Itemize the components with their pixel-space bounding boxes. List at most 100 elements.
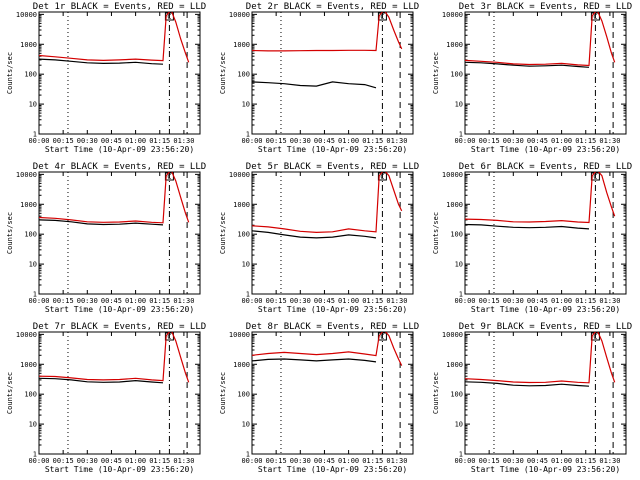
series-line-lld <box>252 12 403 52</box>
panel-title: Det 1r BLACK = Events, RED = LLD <box>33 2 206 12</box>
x-tick-label: 01:00 <box>551 297 572 305</box>
y-tick-label: 10000 <box>229 171 250 179</box>
x-tick-label: 00:00 <box>454 457 475 465</box>
y-tick-label: 1 <box>33 291 37 299</box>
y-axis-label: Counts/sec <box>219 372 227 414</box>
x-tick-label: 00:30 <box>290 297 311 305</box>
series-line-lld <box>465 172 616 224</box>
x-tick-label: 00:00 <box>454 297 475 305</box>
y-tick-label: 1000 <box>233 41 250 49</box>
plot-frame <box>251 11 414 135</box>
x-tick-label: 01:30 <box>599 137 620 145</box>
event-marker-box <box>377 12 387 21</box>
panel-det-4: Det 4r BLACK = Events, RED = LLD 00:00 00:… <box>6 162 206 314</box>
event-marker-box <box>377 172 387 181</box>
x-axis-label: Start Time (10-Apr-09 23:56:20) <box>45 465 194 474</box>
series-line-lld <box>39 332 190 383</box>
x-tick-label: 00:00 <box>241 137 262 145</box>
event-marker-label: C <box>593 333 597 341</box>
x-tick-label: 00:15 <box>53 457 74 465</box>
y-axis-label: Counts/sec <box>432 52 440 94</box>
x-tick-label: 00:00 <box>28 457 49 465</box>
plot-frame <box>251 331 414 455</box>
panel-title: Det 8r BLACK = Events, RED = LLD <box>246 322 419 332</box>
series-line-events <box>252 230 377 239</box>
series-line-events <box>252 81 377 89</box>
y-axis-label: Counts/sec <box>6 212 14 254</box>
x-tick-label: 00:00 <box>28 297 49 305</box>
plot-frame <box>251 171 414 295</box>
series-line-lld <box>252 332 403 366</box>
y-tick-label: 1 <box>246 291 250 299</box>
x-tick-label: 00:45 <box>314 137 335 145</box>
panel-det-1: Det 1r BLACK = Events, RED = LLD 00:00 00:… <box>6 2 206 154</box>
series-line-lld <box>252 172 403 234</box>
x-tick-label: 01:00 <box>338 137 359 145</box>
x-tick-label: 00:00 <box>241 297 262 305</box>
y-tick-label: 10 <box>242 421 250 429</box>
x-axis-label: Start Time (10-Apr-09 23:56:20) <box>258 465 407 474</box>
x-axis-label: Start Time (10-Apr-09 23:56:20) <box>258 145 407 154</box>
y-tick-label: 10 <box>455 261 463 269</box>
x-tick-label: 01:15 <box>362 297 383 305</box>
event-marker-label: C <box>593 13 597 21</box>
x-tick-label: 01:15 <box>575 137 596 145</box>
x-tick-label: 01:00 <box>338 457 359 465</box>
y-tick-label: 100 <box>24 391 37 399</box>
series-line-lld <box>39 172 190 224</box>
x-tick-label: 00:45 <box>101 297 122 305</box>
x-tick-label: 01:15 <box>149 297 170 305</box>
x-tick-label: 00:45 <box>527 457 548 465</box>
x-tick-label: 00:15 <box>266 137 287 145</box>
panel-det-5: Det 5r BLACK = Events, RED = LLD 00:00 00:… <box>219 162 419 314</box>
x-tick-label: 01:30 <box>386 297 407 305</box>
plot-frame <box>38 11 201 135</box>
y-tick-label: 10 <box>455 421 463 429</box>
x-tick-label: 01:15 <box>575 297 596 305</box>
y-tick-label: 100 <box>24 231 37 239</box>
panel-title: Det 5r BLACK = Events, RED = LLD <box>246 162 419 172</box>
x-tick-label: 00:15 <box>479 137 500 145</box>
series-line-events <box>465 61 590 68</box>
x-tick-label: 00:15 <box>53 297 74 305</box>
x-tick-label: 01:00 <box>551 457 572 465</box>
series-line-events <box>252 358 377 363</box>
event-marker-label: C <box>380 333 384 341</box>
x-tick-label: 00:15 <box>53 137 74 145</box>
y-tick-label: 10000 <box>442 331 463 339</box>
x-tick-label: 00:45 <box>101 457 122 465</box>
event-marker-label: C <box>380 173 384 181</box>
y-tick-label: 1 <box>246 451 250 459</box>
series-line-events <box>39 219 164 226</box>
panel-det-3: Det 3r BLACK = Events, RED = LLD 00:00 00:… <box>432 2 632 154</box>
x-axis-label: Start Time (10-Apr-09 23:56:20) <box>45 145 194 154</box>
x-tick-label: 01:30 <box>386 457 407 465</box>
plot-frame <box>38 331 201 455</box>
y-tick-label: 10 <box>29 101 37 109</box>
x-tick-label: 00:15 <box>266 457 287 465</box>
x-tick-label: 00:30 <box>290 457 311 465</box>
x-tick-label: 00:45 <box>314 457 335 465</box>
y-tick-label: 10000 <box>229 331 250 339</box>
x-tick-label: 01:30 <box>173 297 194 305</box>
plot-frame <box>38 171 201 295</box>
plot-frame <box>464 171 627 295</box>
x-tick-label: 01:15 <box>575 457 596 465</box>
y-tick-label: 100 <box>450 391 463 399</box>
event-marker-label: C <box>167 13 171 21</box>
x-tick-label: 00:45 <box>101 137 122 145</box>
y-tick-label: 10 <box>242 101 250 109</box>
series-line-lld <box>465 332 616 384</box>
x-tick-label: 01:00 <box>551 137 572 145</box>
x-tick-label: 01:30 <box>599 297 620 305</box>
x-axis-label: Start Time (10-Apr-09 23:56:20) <box>45 305 194 314</box>
y-tick-label: 1 <box>459 451 463 459</box>
y-axis-label: Counts/sec <box>6 52 14 94</box>
panel-title: Det 6r BLACK = Events, RED = LLD <box>459 162 632 172</box>
x-tick-label: 00:45 <box>314 297 335 305</box>
y-axis-label: Counts/sec <box>432 372 440 414</box>
x-axis-label: Start Time (10-Apr-09 23:56:20) <box>471 305 620 314</box>
series-line-lld <box>465 12 616 67</box>
x-tick-label: 01:30 <box>599 457 620 465</box>
